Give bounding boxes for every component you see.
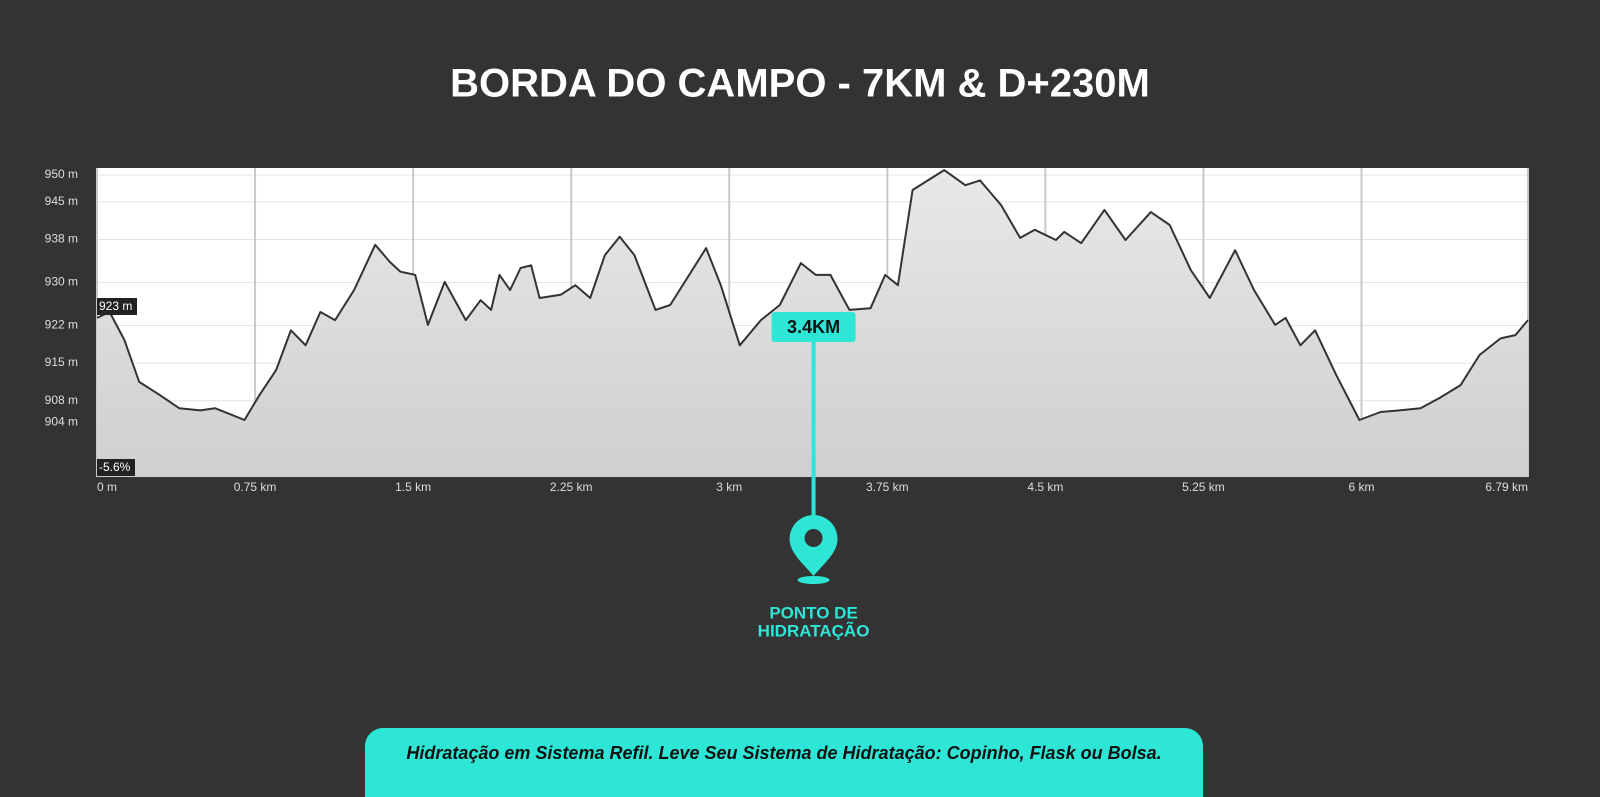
grade-label: -5.6% [99,460,131,474]
x-tick-label: 5.25 km [1182,480,1225,494]
y-tick-label: 938 m [45,232,78,246]
pin-shadow [797,576,830,584]
marker-note: PONTO DE [769,603,857,622]
elevation-line [96,169,1529,421]
y-tick-label: 915 m [45,355,78,369]
marker-note: HIDRATAÇÃO [758,620,870,640]
x-tick-label: 1.5 km [395,480,431,494]
y-tick-label: 908 m [45,393,78,407]
ticks: 950 m 945 m 938 m 930 m 922 m 915 m 908 m 904 m… [45,167,1528,494]
footer-text: Hidratação em Sistema Refil. Leve Seu Si… [406,743,1161,763]
start-label-box [97,298,137,315]
x-tick-label: 4.5 km [1027,480,1063,494]
start-label: 923 m [99,299,132,313]
x-tick-label: 2.25 km [550,480,593,494]
marker-stem [811,342,816,517]
pin-hole [804,529,823,547]
hydration-marker: 3.4KM PONTO DE HIDRATAÇÃO [758,312,870,640]
footer-banner [365,728,1203,797]
y-tick-label: 945 m [45,194,78,208]
x-tick-label: 0 m [97,480,117,494]
x-tick-label: 3 km [716,480,742,494]
x-tick-label: 3.75 km [866,480,909,494]
grade-label-box [97,459,135,476]
marker-label: 3.4KM [787,317,840,337]
y-tick-label: 922 m [45,318,78,332]
y-tick-label: 950 m [45,167,78,181]
y-tick-label: 930 m [45,275,78,289]
chart-title: BORDA DO CAMPO - 7KM & D+230M [450,62,1150,106]
y-tick-label: 904 m [45,414,78,428]
x-tick-label: 6 km [1348,480,1374,494]
marker-box [771,312,856,342]
x-tick-label: 6.79 km [1485,480,1528,494]
x-tick-label: 0.75 km [234,480,277,494]
